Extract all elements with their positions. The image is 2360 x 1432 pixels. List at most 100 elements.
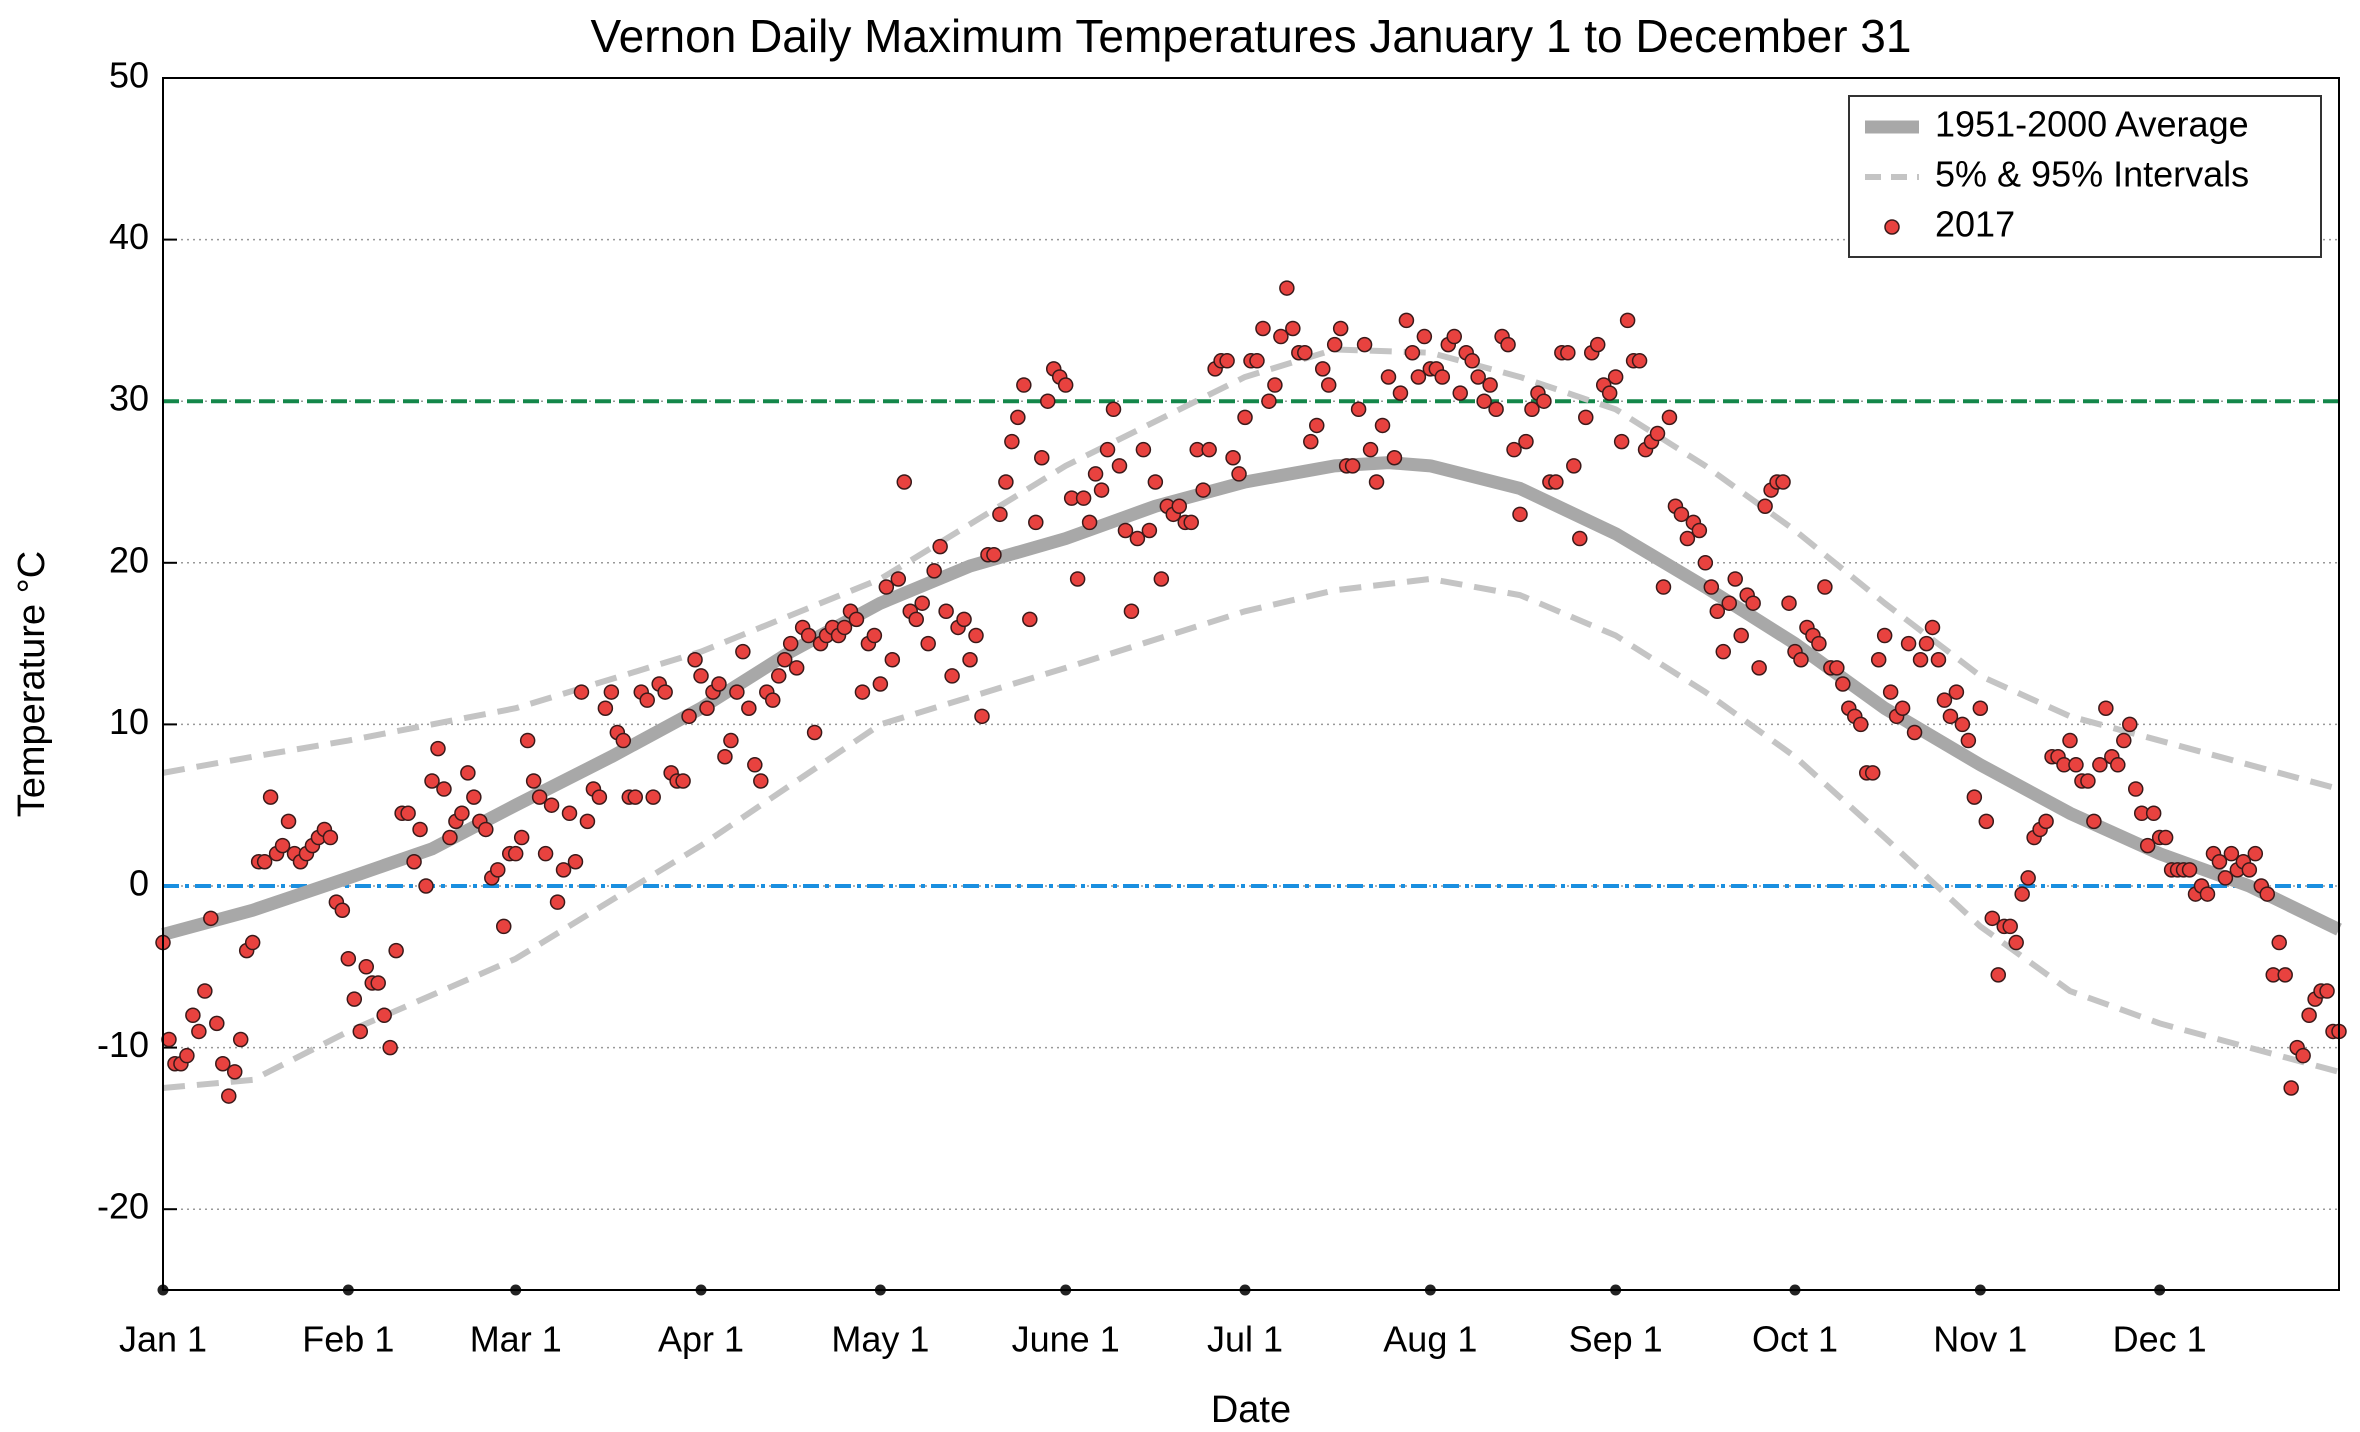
data-point: [1548, 474, 1564, 490]
data-point: [1093, 482, 1110, 498]
data-point: [1416, 328, 1433, 345]
data-point: [370, 975, 386, 991]
data-point: [2080, 773, 2096, 789]
data-point: [1362, 441, 1379, 458]
data-point: [1368, 474, 1385, 490]
data-point: [1560, 344, 1576, 361]
data-point: [1261, 393, 1277, 409]
data-point: [770, 668, 787, 684]
chart-title: Vernon Daily Maximum Temperatures Januar…: [591, 10, 1912, 62]
data-point: [914, 595, 930, 611]
data-point: [956, 611, 972, 628]
data-point: [2020, 870, 2036, 886]
data-point: [2223, 845, 2240, 862]
x-tick-label: Sep 1: [1569, 1319, 1663, 1360]
data-point: [603, 684, 620, 700]
data-point: [2283, 1080, 2299, 1096]
data-point: [1906, 724, 1923, 741]
data-point: [1464, 353, 1480, 369]
data-point: [1350, 401, 1367, 418]
data-point: [1727, 571, 1743, 587]
data-point: [1285, 320, 1301, 337]
data-point: [1960, 732, 1977, 749]
data-point: [1410, 369, 1427, 385]
data-point: [1171, 498, 1188, 514]
data-point: [2127, 781, 2144, 797]
data-point: [699, 700, 715, 716]
data-point: [1075, 490, 1092, 506]
data-point: [2217, 870, 2234, 886]
data-point: [1446, 328, 1463, 345]
x-tick-label: Nov 1: [1933, 1319, 2027, 1360]
data-point: [693, 668, 709, 684]
data-point: [681, 708, 697, 725]
data-point: [2008, 934, 2024, 951]
data-point: [1135, 441, 1152, 458]
data-point: [519, 732, 536, 749]
data-point: [280, 813, 297, 830]
data-point: [1434, 369, 1451, 385]
data-point: [848, 611, 865, 628]
legend-box: [1848, 95, 2322, 258]
data-point: [1225, 450, 1241, 466]
data-point: [1297, 344, 1313, 361]
data-point: [1607, 369, 1624, 385]
data-point: [573, 684, 590, 700]
data-point: [1129, 530, 1146, 547]
data-point: [1566, 458, 1582, 474]
data-point: [537, 845, 554, 862]
y-tick-label: 0: [129, 863, 149, 904]
data-point: [1039, 393, 1056, 409]
data-point: [711, 676, 727, 692]
data-point: [1404, 344, 1421, 361]
data-point: [1004, 433, 1020, 450]
data-point: [741, 700, 757, 716]
data-point: [735, 643, 751, 660]
data-point: [1936, 692, 1953, 708]
data-point: [1356, 336, 1373, 353]
data-point: [376, 1007, 392, 1024]
data-point: [1273, 328, 1289, 345]
data-point: [1984, 910, 2001, 927]
data-point: [884, 652, 901, 668]
data-point: [2038, 813, 2054, 830]
data-point: [179, 1047, 195, 1064]
data-point: [525, 773, 542, 789]
data-point: [788, 660, 805, 676]
data-point: [334, 902, 351, 918]
legend-label: 5% & 95% Intervals: [1935, 154, 2249, 195]
data-point: [1775, 474, 1791, 490]
y-tick-label: 30: [109, 378, 149, 419]
data-point: [2211, 854, 2228, 870]
data-point: [1380, 369, 1397, 385]
data-point: [1829, 660, 1845, 676]
data-point: [1195, 482, 1211, 498]
data-point: [2277, 967, 2293, 983]
data-point: [1655, 579, 1672, 595]
data-point: [2181, 862, 2198, 878]
data-point: [1793, 652, 1809, 668]
data-point: [1069, 571, 1086, 587]
data-point: [2247, 845, 2264, 862]
data-point: [1673, 506, 1690, 523]
data-point: [549, 894, 566, 910]
data-point: [747, 757, 763, 773]
data-point: [1835, 676, 1851, 692]
data-point: [1613, 433, 1630, 450]
y-tick-label: -10: [97, 1024, 149, 1065]
data-point: [1536, 393, 1552, 409]
data-point: [2199, 886, 2216, 902]
data-point: [1601, 385, 1618, 401]
data-point: [675, 773, 691, 789]
data-point: [1912, 652, 1929, 668]
data-point: [513, 829, 530, 846]
data-point: [2259, 886, 2276, 902]
data-point: [1757, 498, 1773, 514]
data-point: [1034, 450, 1050, 466]
data-point: [412, 821, 428, 838]
data-point: [597, 700, 614, 716]
data-point: [2271, 934, 2287, 951]
data-point: [615, 732, 632, 749]
data-point: [209, 1015, 225, 1032]
data-point: [1117, 522, 1134, 539]
